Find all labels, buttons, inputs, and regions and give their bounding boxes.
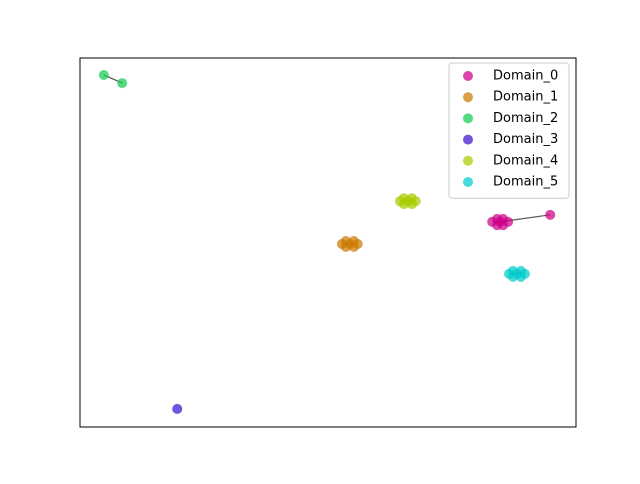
plot-frame (79, 57, 577, 428)
legend-box (448, 62, 570, 199)
legend-label: Domain_4 (493, 153, 558, 168)
legend-marker (463, 155, 473, 166)
legend-label: Domain_1 (493, 90, 558, 105)
legend-label: Domain_0 (493, 69, 558, 84)
point (511, 268, 522, 279)
points (98, 69, 556, 414)
legend-marker (463, 134, 473, 145)
legend-label: Domain_2 (493, 111, 558, 126)
point (98, 69, 109, 80)
legend-label: Domain_3 (493, 132, 558, 147)
point (402, 196, 413, 207)
point (117, 78, 128, 89)
legend: Domain_0 Domain_1 Domain_2 Domain_3 Domain_4… (448, 62, 570, 199)
legend-marker (463, 71, 473, 81)
legend-marker (463, 113, 473, 124)
point (172, 403, 183, 414)
point (545, 209, 556, 220)
legend-label: Domain_5 (493, 175, 558, 190)
legend-marker (463, 92, 473, 103)
point (344, 238, 355, 249)
point (492, 220, 503, 231)
legend-marker (463, 177, 473, 187)
